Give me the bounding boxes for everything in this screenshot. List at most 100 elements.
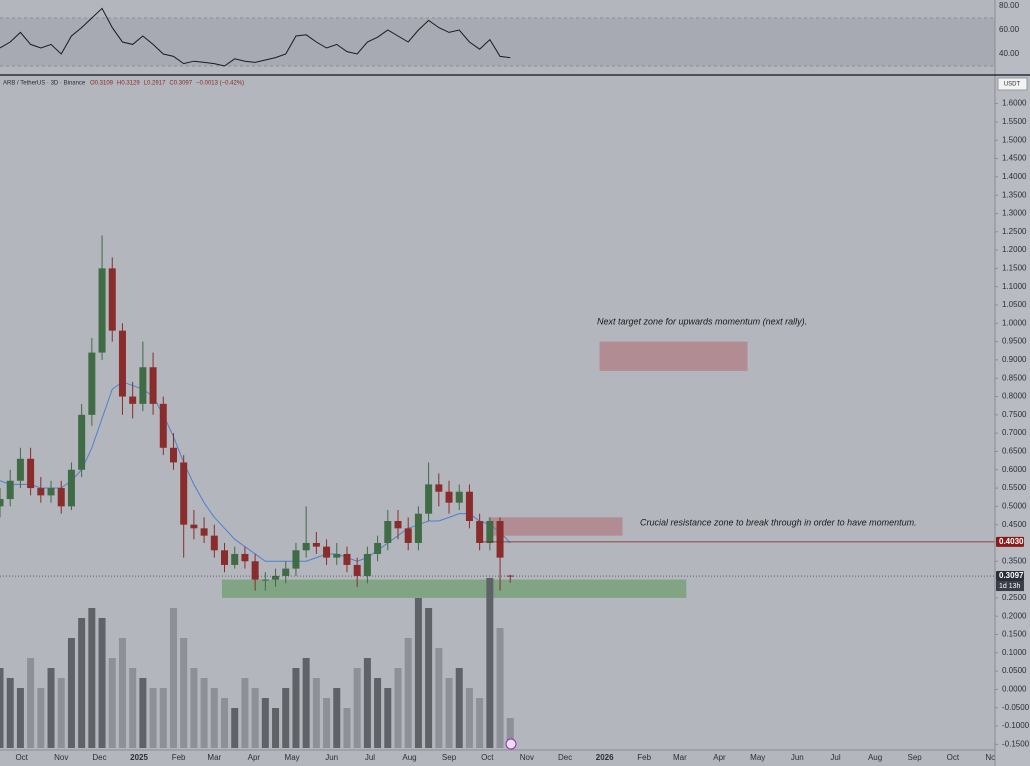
candle-body [241, 553, 249, 562]
x-tick-label: Jun [325, 753, 338, 762]
candle-body [272, 575, 280, 580]
currency[interactable]: USDT [1004, 82, 1021, 88]
volume-bar [16, 688, 24, 748]
volume-bar [384, 688, 392, 748]
volume-bar [129, 668, 137, 748]
volume-bar [394, 668, 402, 748]
volume-bar [435, 648, 443, 748]
volume-bar [343, 708, 351, 748]
rsi-line [0, 7, 511, 67]
x-tick-label: May [285, 753, 300, 762]
x-tick-label: Feb [172, 753, 186, 762]
volume-bar [67, 638, 75, 748]
candle-body [149, 367, 157, 404]
price-tag [996, 571, 1024, 582]
price-tag-label: 0.3097 [999, 571, 1024, 580]
candle-body [486, 521, 494, 543]
candle-body [435, 484, 443, 492]
y-tick-label: 0.0500 [1002, 666, 1027, 675]
countdown: 1d 13h [999, 583, 1021, 590]
candle-body [302, 542, 310, 551]
volume-bar [506, 718, 514, 748]
volume-bar [0, 668, 4, 748]
candle-body [118, 330, 126, 397]
volume-bar [312, 678, 320, 748]
candle-body [363, 553, 371, 576]
candle-body [496, 521, 504, 558]
volume-bar [221, 698, 229, 748]
candle-body [476, 521, 484, 543]
y-tick-label: -0.0500 [1002, 703, 1030, 712]
volume-bar [78, 618, 86, 748]
x-tick-label: Jul [365, 753, 375, 762]
x-tick-label: 2025 [130, 753, 148, 762]
candle-body [353, 564, 361, 576]
candle-body [404, 528, 412, 543]
volume-bar [149, 688, 157, 748]
candle-body [231, 553, 239, 565]
candle-body [292, 550, 300, 569]
candle-body [261, 579, 269, 581]
volume-bar [496, 628, 504, 748]
volume-bar [414, 598, 422, 748]
rsi-band [0, 18, 995, 66]
y-tick-label: 0.0000 [1002, 685, 1027, 694]
y-tick-label: 1.4500 [1002, 154, 1027, 163]
zone [488, 517, 623, 536]
volume-bar [363, 658, 371, 748]
x-tick-label: Sep [442, 753, 457, 762]
candle-body [425, 484, 433, 514]
y-tick-label: 1.3500 [1002, 190, 1027, 199]
x-tick-label: Apr [248, 753, 261, 762]
x-tick-label: Aug [402, 753, 416, 762]
volume-bar [210, 688, 218, 748]
volume-bar [476, 698, 484, 748]
candle-body [0, 499, 4, 507]
countdown-tag [996, 581, 1024, 592]
rsi-tick-label: 40.00 [999, 49, 1020, 58]
y-tick-label: 0.4500 [1002, 520, 1027, 529]
x-tick-label: Nov [985, 753, 999, 762]
y-tick-label: -0.1500 [1002, 739, 1030, 748]
volume-bar [272, 708, 280, 748]
volume-bar [292, 668, 300, 748]
x-tick-label: Aug [868, 753, 882, 762]
volume-bar [404, 638, 412, 748]
y-tick-label: 1.0500 [1002, 300, 1027, 309]
y-tick-label: 1.1500 [1002, 263, 1027, 272]
candle-body [374, 542, 382, 554]
x-tick-label: Nov [520, 753, 534, 762]
candle-body [27, 458, 35, 489]
volume-bar [159, 688, 167, 748]
candle-body [414, 513, 422, 543]
volume-bar [425, 608, 433, 748]
axis-labels: 80.00 60.00 40.00 1.6000 1.5500 1.5000 1.4500 1… [995, 1, 1030, 748]
candle-body [180, 462, 188, 525]
candle-body [282, 568, 290, 576]
volume-bar [445, 678, 453, 748]
candle-body [139, 367, 147, 404]
ohlc-value: H0.3129 [117, 81, 140, 87]
volume-bar [108, 658, 116, 748]
volume-bar [200, 678, 208, 748]
volume-bar [47, 668, 55, 748]
y-tick-label: 1.4000 [1002, 172, 1027, 181]
y-tick-label: 0.7500 [1002, 410, 1027, 419]
y-tick-label: 0.2000 [1002, 611, 1027, 620]
y-tick-label: 0.2500 [1002, 593, 1027, 602]
volume-bar [261, 698, 269, 748]
y-tick-label: -0.1000 [1002, 721, 1030, 730]
y-tick-label: 0.6500 [1002, 447, 1027, 456]
y-tick-label: 0.6000 [1002, 465, 1027, 474]
candle-body [108, 268, 116, 331]
candle-body [210, 535, 218, 551]
ohlc-value: C0.3097 [169, 81, 192, 87]
volume-bar [231, 708, 239, 748]
x-tick-label: Sep [908, 753, 923, 762]
x-tick-label: Jun [791, 753, 804, 762]
currency-box[interactable] [997, 77, 1028, 91]
candle-body [169, 447, 177, 463]
candle-body [200, 528, 208, 536]
events-icon[interactable] [505, 738, 517, 750]
